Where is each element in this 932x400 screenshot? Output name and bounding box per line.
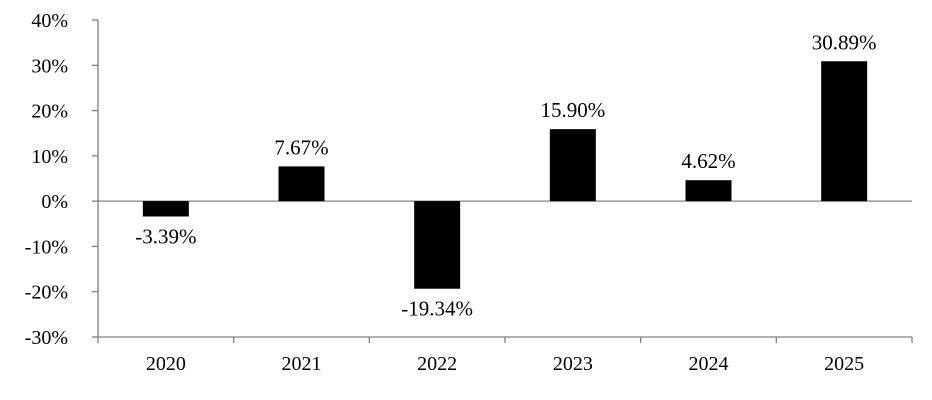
- bar-2022: [414, 201, 461, 289]
- data-label-2022: -19.34%: [401, 297, 473, 321]
- y-tick-label: -30%: [25, 327, 68, 349]
- y-tick-label: 30%: [31, 55, 68, 77]
- y-tick-label: 20%: [31, 101, 68, 123]
- x-tick-label: 2023: [553, 353, 593, 375]
- bars: [142, 61, 868, 289]
- x-tick-label: 2022: [417, 353, 457, 375]
- y-tick-label: -10%: [25, 236, 68, 258]
- y-tick-label: -20%: [25, 282, 68, 304]
- data-label-2023: 15.90%: [540, 98, 605, 122]
- bar-2024: [685, 180, 732, 202]
- y-axis: 40% 30% 20% 10% 0% -10% -20% -30%: [25, 10, 99, 349]
- x-tick-label: 2020: [146, 353, 186, 375]
- bar-2020: [142, 201, 189, 217]
- y-tick-label: 0%: [41, 191, 68, 213]
- data-label-2025: 30.89%: [812, 30, 877, 54]
- x-tick-label: 2025: [824, 353, 864, 375]
- data-label-2024: 4.62%: [681, 149, 735, 173]
- bar-2025: [821, 61, 868, 202]
- data-label-2021: 7.67%: [274, 135, 328, 159]
- data-label-2020: -3.39%: [135, 224, 196, 248]
- bar-2023: [549, 129, 596, 202]
- bar-2021: [278, 166, 325, 202]
- data-labels: -3.39% 7.67% -19.34% 15.90% 4.62% 30.89%: [135, 30, 876, 320]
- y-tick-label: 40%: [31, 10, 68, 32]
- y-tick-label: 10%: [31, 146, 68, 168]
- x-tick-label: 2021: [282, 353, 322, 375]
- x-axis: 2020 2021 2022 2023 2024 2025: [97, 200, 913, 375]
- x-tick-label: 2024: [689, 353, 729, 375]
